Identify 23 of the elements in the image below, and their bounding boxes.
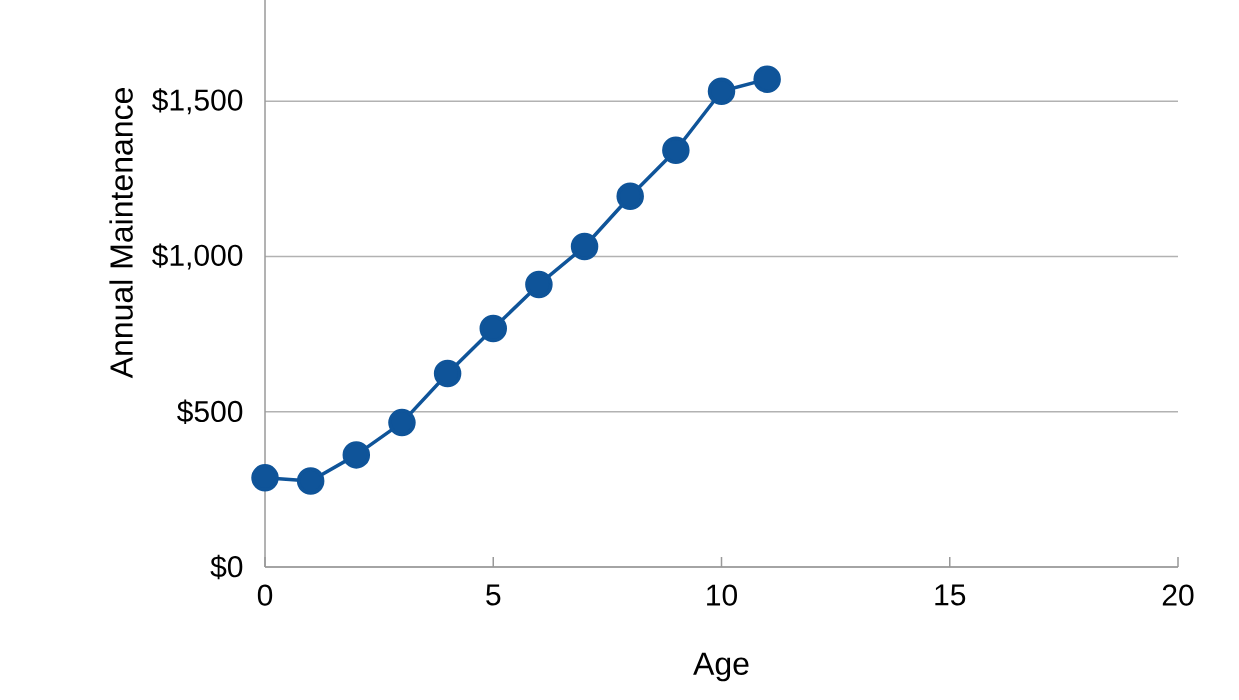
point xyxy=(753,65,781,93)
x-tick-label: 20 xyxy=(1162,584,1194,606)
point xyxy=(342,441,371,469)
point xyxy=(570,232,599,261)
point xyxy=(707,77,736,106)
point xyxy=(296,467,325,495)
point xyxy=(251,464,279,492)
point xyxy=(433,359,462,388)
point xyxy=(525,270,553,299)
point xyxy=(662,136,690,165)
x-tick-label: 5 xyxy=(486,584,501,606)
point xyxy=(616,182,644,210)
y-axis-title: Annual Maintenance xyxy=(109,88,133,379)
x-axis-title: Age xyxy=(693,652,749,682)
y-tick-label: $1,000 xyxy=(152,243,243,270)
x-tick-label: 10 xyxy=(707,584,738,606)
point xyxy=(388,408,416,437)
y-tick-label: $1,500 xyxy=(152,88,243,115)
y-tick-label: $0 xyxy=(210,554,243,580)
x-tick-label: 15 xyxy=(935,584,966,606)
x-tick-label: 0 xyxy=(257,584,273,606)
point xyxy=(479,314,508,343)
y-tick-label: $500 xyxy=(177,399,243,424)
